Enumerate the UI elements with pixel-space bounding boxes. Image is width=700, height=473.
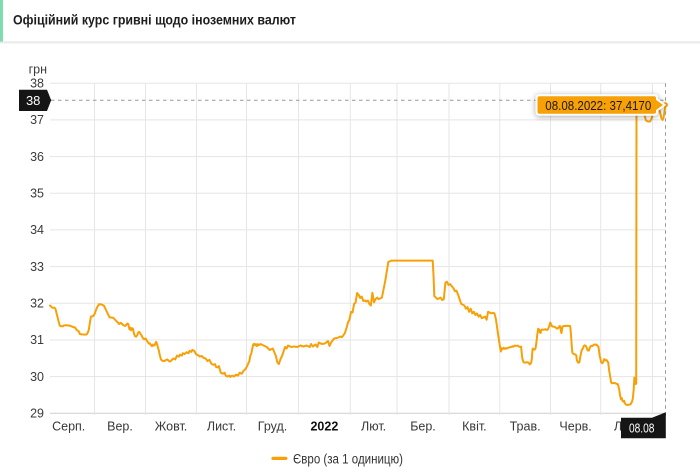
svg-text:30: 30 — [30, 370, 44, 384]
svg-text:Трав.: Трав. — [510, 420, 541, 434]
svg-text:Вер.: Вер. — [107, 420, 133, 434]
svg-text:38: 38 — [26, 93, 40, 108]
svg-text:33: 33 — [30, 260, 44, 274]
svg-text:08.08.2022: 37,4170: 08.08.2022: 37,4170 — [545, 99, 651, 113]
svg-text:Лист.: Лист. — [207, 420, 236, 434]
svg-text:Квіт.: Квіт. — [462, 420, 487, 434]
svg-text:37: 37 — [30, 113, 44, 127]
svg-text:Черв.: Черв. — [559, 420, 591, 434]
svg-text:Лют.: Лют. — [361, 420, 386, 434]
svg-text:Євро (за 1 одиницю): Євро (за 1 одиницю) — [293, 452, 403, 467]
svg-text:Офіційний курс гривні щодо іно: Офіційний курс гривні щодо іноземних вал… — [13, 11, 296, 27]
svg-text:29: 29 — [30, 407, 44, 421]
svg-text:08.08: 08.08 — [629, 422, 655, 436]
svg-text:2022: 2022 — [310, 420, 338, 434]
svg-text:грн: грн — [29, 63, 48, 77]
svg-text:Бер.: Бер. — [410, 420, 436, 434]
svg-text:Груд.: Груд. — [258, 420, 287, 434]
svg-text:35: 35 — [30, 186, 44, 200]
svg-text:Жовт.: Жовт. — [155, 420, 188, 434]
svg-text:Серп.: Серп. — [52, 420, 85, 434]
svg-text:38: 38 — [30, 76, 44, 90]
svg-text:31: 31 — [30, 333, 44, 347]
svg-text:34: 34 — [30, 223, 44, 237]
svg-text:32: 32 — [30, 297, 44, 311]
svg-text:36: 36 — [30, 150, 44, 164]
